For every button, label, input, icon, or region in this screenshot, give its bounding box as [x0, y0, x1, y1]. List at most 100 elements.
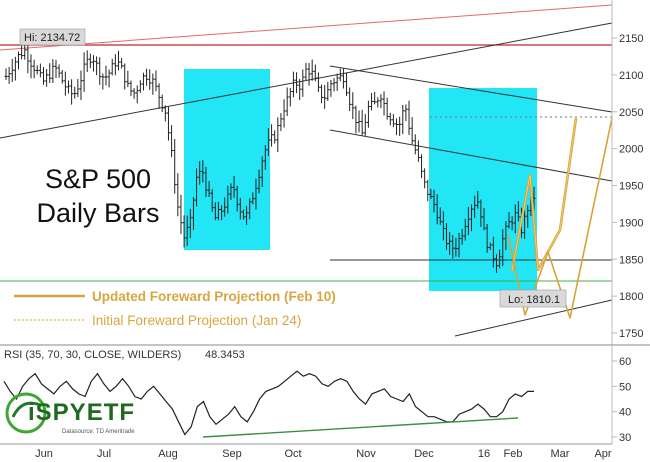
initial-projection-path — [507, 117, 613, 319]
ohlc-bar — [523, 210, 527, 239]
ohlc-bar — [213, 202, 217, 221]
ohlc-bar — [179, 194, 183, 235]
ohlc-bar — [426, 179, 430, 202]
ohlc-bar — [310, 59, 314, 81]
ohlc-bar — [488, 242, 492, 250]
ohlc-bar — [445, 223, 449, 250]
ohlc-bar — [351, 92, 355, 120]
ohlc-bar — [98, 57, 102, 85]
ohlc-bar — [245, 205, 249, 225]
ohlc-bar — [513, 204, 517, 234]
ohlc-bar — [145, 68, 149, 86]
ohlc-bar — [235, 185, 239, 212]
logo-text: iSPYETF — [28, 399, 135, 426]
ohlc-bar — [348, 87, 352, 112]
ohlc-bar — [82, 52, 86, 92]
ohlc-bar — [4, 68, 8, 80]
ohlc-bar — [41, 67, 45, 85]
ohlc-bar — [285, 87, 289, 117]
x-tick-label: Mar — [551, 448, 570, 460]
ohlc-bar — [32, 59, 36, 79]
trendline-rising — [0, 22, 613, 139]
ohlc-bar — [476, 191, 480, 209]
x-tick-label: Sep — [222, 448, 242, 460]
ohlc-bar — [270, 124, 274, 147]
ohlc-bar — [379, 94, 383, 109]
ohlc-bar — [123, 63, 127, 90]
resistance-channel-upper — [0, 4, 613, 51]
ohlc-bar — [460, 229, 464, 245]
ohlc-bar — [498, 249, 502, 269]
x-axis-ticks: Jun Jul Aug Sep Oct Nov Dec 16 Feb Mar Apr — [35, 448, 612, 460]
ohlc-bar — [76, 79, 80, 98]
ohlc-bar — [385, 97, 389, 120]
ohlc-bar — [391, 114, 395, 128]
ohlc-bar — [507, 212, 511, 229]
ohlc-bar — [204, 166, 208, 198]
ohlc-bar — [441, 211, 445, 241]
ohlc-bar — [373, 91, 377, 105]
ohlc-bar — [116, 50, 120, 71]
trendline-support-rising — [454, 299, 613, 337]
ohlc-bar — [120, 58, 124, 69]
legend-updated-label: Updated Foreward Projection (Feb 10) — [92, 289, 336, 304]
logo-swoosh-icon — [11, 401, 41, 418]
ohlc-bar — [432, 189, 436, 213]
ohlc-bar — [10, 58, 14, 83]
ohlc-bar — [282, 99, 286, 128]
ohlc-bar — [170, 125, 174, 158]
ohlc-bar — [448, 231, 452, 255]
ohlc-bar — [191, 197, 195, 230]
ohlc-bar — [345, 72, 349, 97]
price-y-tick-label: 1950 — [619, 181, 643, 193]
ohlc-bar — [320, 84, 324, 104]
ohlc-bar — [404, 104, 408, 122]
ohlc-bar — [301, 69, 305, 97]
chart-subtitle: Daily Bars — [36, 198, 159, 228]
ohlc-bar — [473, 195, 477, 218]
ohlc-bar — [248, 198, 252, 220]
ohlc-bar — [148, 69, 152, 90]
ohlc-bar — [329, 79, 333, 97]
x-tick-label: Nov — [356, 448, 376, 460]
x-tick-label: Apr — [594, 448, 611, 460]
legend-initial-label: Initial Foreward Projection (Jan 24) — [92, 313, 301, 328]
ohlc-bar — [13, 56, 17, 81]
ohlc-bar — [291, 71, 295, 98]
ohlc-bar — [70, 79, 74, 105]
rsi-y-tick-label: 60 — [619, 356, 631, 368]
x-tick-label: Aug — [158, 448, 178, 460]
ohlc-bar — [304, 62, 308, 81]
updated-projection-path-inner — [511, 117, 577, 272]
x-tick-label: Jun — [35, 448, 53, 460]
price-y-tick-label: 1800 — [619, 291, 643, 303]
ohlc-bar — [185, 215, 189, 246]
ohlc-bar — [370, 93, 374, 111]
ohlc-bar — [257, 169, 261, 194]
ohlc-bar — [45, 69, 49, 87]
ohlc-bar — [85, 50, 89, 73]
x-tick-label: Feb — [504, 448, 523, 460]
ohlc-bar — [423, 168, 427, 189]
ohlc-bar — [51, 59, 55, 83]
price-y-tick-label: 1900 — [619, 217, 643, 229]
ohlc-bar — [57, 64, 61, 78]
ohlc-bar — [254, 178, 258, 210]
ohlc-bar — [79, 70, 83, 100]
ohlc-bar — [501, 229, 505, 267]
ohlc-bar — [132, 88, 136, 99]
rsi-y-tick-label: 30 — [619, 432, 631, 444]
ohlc-bar — [23, 42, 27, 60]
rsi-title: RSI (35, 70, 30, CLOSE, WILDERS) — [4, 349, 181, 361]
ohlc-bar — [166, 106, 170, 141]
ohlc-bar — [463, 218, 467, 241]
ohlc-bar — [223, 197, 227, 217]
ohlc-bar — [104, 65, 108, 86]
ohlc-bar — [88, 53, 92, 69]
ohlc-bar — [516, 201, 520, 222]
ohlc-bar — [454, 237, 458, 257]
ohlc-bar — [398, 116, 402, 136]
price-y-tick-label: 1850 — [619, 254, 643, 266]
